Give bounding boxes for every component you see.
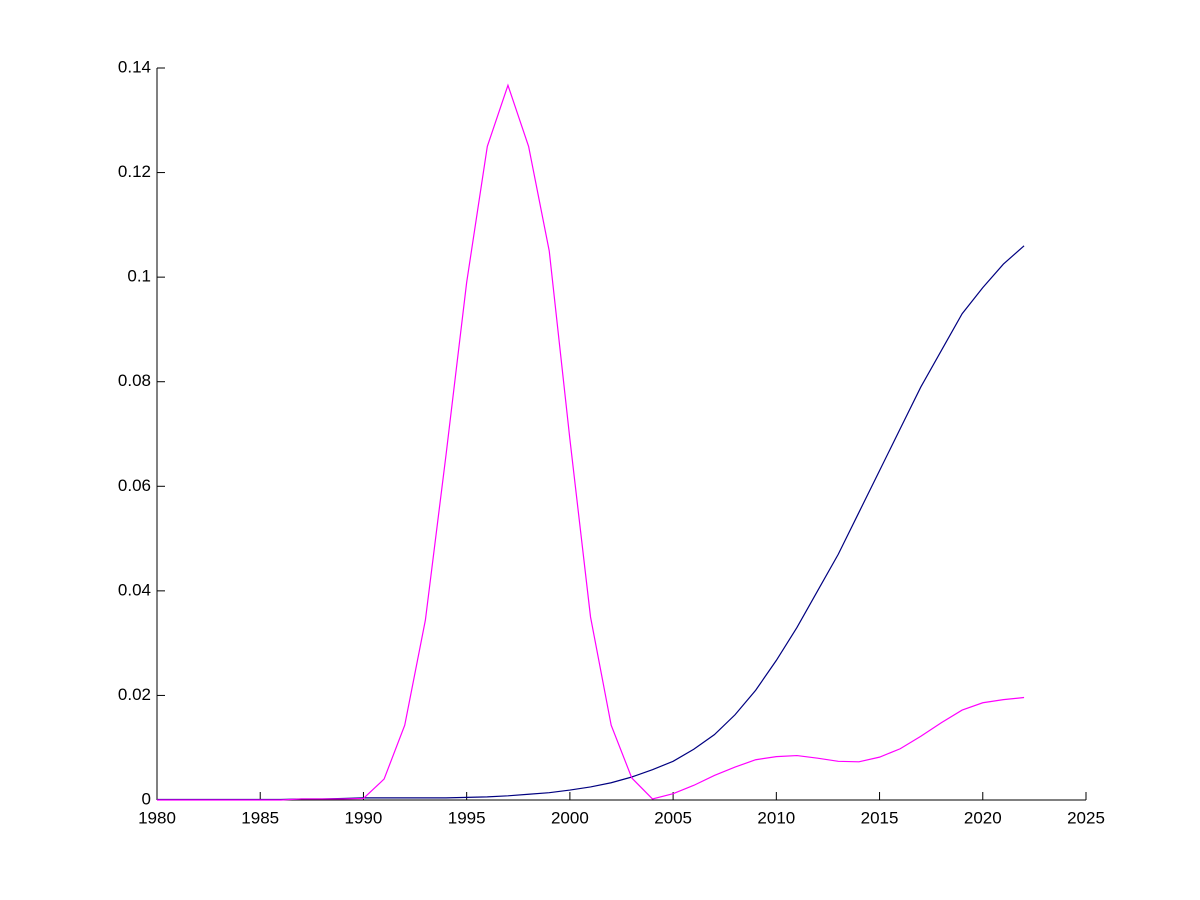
y-tick-label: 0.04 xyxy=(118,580,151,599)
line-series xyxy=(157,245,1025,801)
y-tick-label: 0.14 xyxy=(118,57,151,76)
line-series xyxy=(157,83,1025,801)
y-tick-label: 0 xyxy=(142,789,151,808)
y-tick-label: 0.12 xyxy=(118,162,151,181)
y-tick-label: 0.08 xyxy=(118,371,151,390)
y-tick-label: 0.02 xyxy=(118,685,151,704)
x-tick-label: 1980 xyxy=(138,808,176,827)
x-tick-label: 2020 xyxy=(964,808,1002,827)
x-tick-label: 1995 xyxy=(448,808,486,827)
y-tick-label: 0.06 xyxy=(118,476,151,495)
x-tick-label: 2015 xyxy=(861,808,899,827)
x-tick-label: 1985 xyxy=(241,808,279,827)
x-tick-label: 2025 xyxy=(1067,808,1105,827)
x-tick-label: 1990 xyxy=(345,808,383,827)
x-tick-label: 2005 xyxy=(654,808,692,827)
x-tick-label: 2000 xyxy=(551,808,589,827)
y-tick-label: 0.1 xyxy=(127,267,151,286)
x-tick-label: 2010 xyxy=(757,808,795,827)
